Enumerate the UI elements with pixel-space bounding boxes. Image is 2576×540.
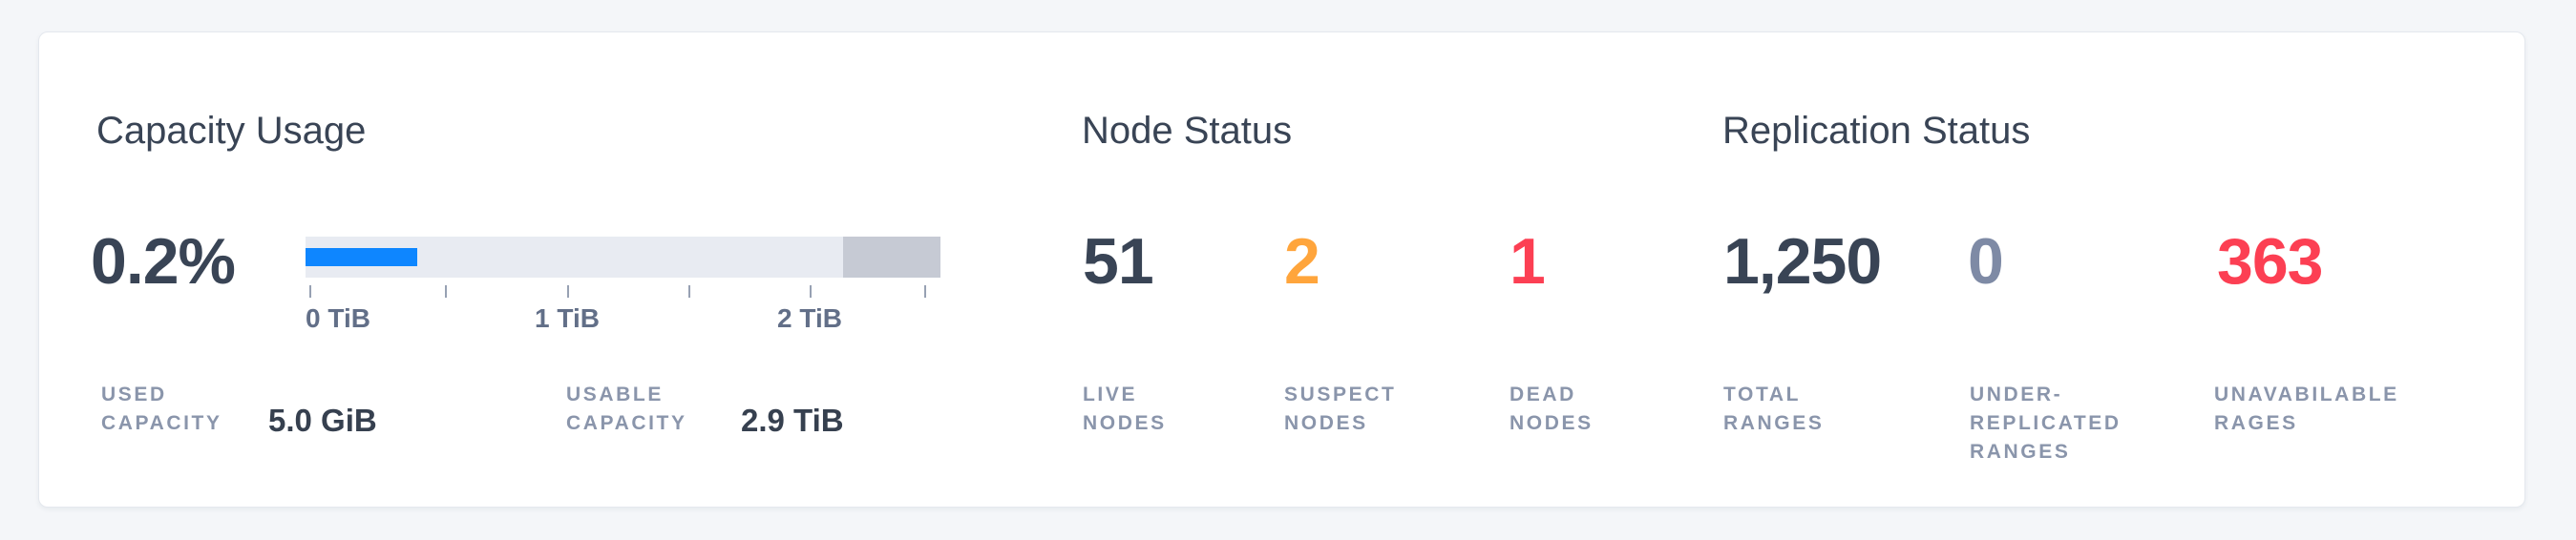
under-replicated-ranges-label: UNDER- REPLICATED RANGES xyxy=(1970,384,2122,463)
axis-tick xyxy=(445,285,447,298)
suspect-nodes-label: SUSPECT NODES xyxy=(1284,384,1397,434)
total-ranges-label: TOTAL RANGES xyxy=(1723,384,1825,434)
replication-status-title: Replication Status xyxy=(1722,110,2031,152)
unavailable-ranges-value: 363 xyxy=(2217,225,2323,298)
cluster-overview-card: Capacity Usage 0.2% 0 TiB 1 TiB 2 TiB US… xyxy=(38,31,2525,508)
used-capacity-value: 5.0 GiB xyxy=(268,403,377,438)
capacity-bar-track xyxy=(306,237,940,278)
capacity-bar-reserved-segment xyxy=(843,237,940,278)
dead-nodes-label: DEAD NODES xyxy=(1510,384,1594,434)
capacity-usage-title: Capacity Usage xyxy=(96,110,367,152)
axis-tick-label: 0 TiB xyxy=(306,303,370,333)
axis-tick xyxy=(924,285,926,298)
unavailable-ranges-label: UNAVABILABLE RAGES xyxy=(2214,384,2399,434)
capacity-used-percent: 0.2% xyxy=(91,225,236,298)
capacity-bar-chart: 0 TiB 1 TiB 2 TiB xyxy=(306,237,940,370)
total-ranges-value: 1,250 xyxy=(1723,225,1882,298)
axis-tick xyxy=(810,285,812,298)
capacity-bar-used-segment xyxy=(306,248,417,266)
axis-tick xyxy=(309,285,311,298)
dead-nodes-value: 1 xyxy=(1510,225,1546,298)
live-nodes-value: 51 xyxy=(1083,225,1154,298)
suspect-nodes-value: 2 xyxy=(1284,225,1320,298)
used-capacity-label: USED CAPACITY xyxy=(101,384,222,434)
usable-capacity-value: 2.9 TiB xyxy=(741,403,844,438)
under-replicated-ranges-value: 0 xyxy=(1968,225,2004,298)
node-status-title: Node Status xyxy=(1082,110,1293,152)
usable-capacity-label: USABLE CAPACITY xyxy=(566,384,687,434)
axis-tick xyxy=(688,285,690,298)
axis-tick xyxy=(567,285,569,298)
live-nodes-label: LIVE NODES xyxy=(1083,384,1167,434)
axis-tick-label: 1 TiB xyxy=(535,303,600,333)
axis-tick-label: 2 TiB xyxy=(777,303,842,333)
